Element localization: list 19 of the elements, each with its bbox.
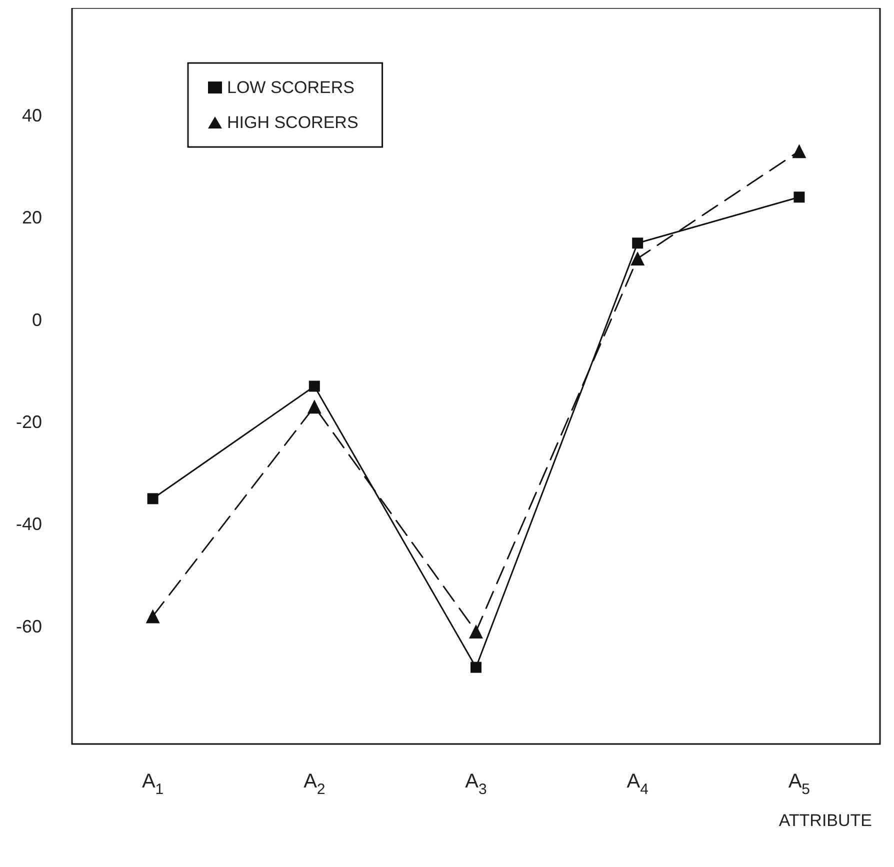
point [147, 493, 158, 504]
legend-label: HIGH SCORERS [227, 113, 358, 132]
y-tick-label: 20 [22, 208, 42, 228]
x-axis-title: ATTRIBUTE [778, 811, 872, 830]
point [470, 662, 482, 673]
point [794, 192, 805, 203]
point [308, 380, 320, 392]
point [146, 609, 160, 624]
point [630, 251, 645, 266]
y-tick-label: 0 [32, 310, 42, 330]
point [632, 238, 644, 249]
point [792, 144, 806, 158]
y-tick-label: -40 [16, 514, 42, 534]
y-tick-label: 40 [22, 105, 42, 126]
point [469, 624, 483, 639]
y-tick-label: -20 [16, 412, 42, 432]
y-tick-label: -60 [16, 616, 42, 636]
point [307, 400, 322, 414]
legend-label: LOW SCORERS [227, 78, 355, 97]
